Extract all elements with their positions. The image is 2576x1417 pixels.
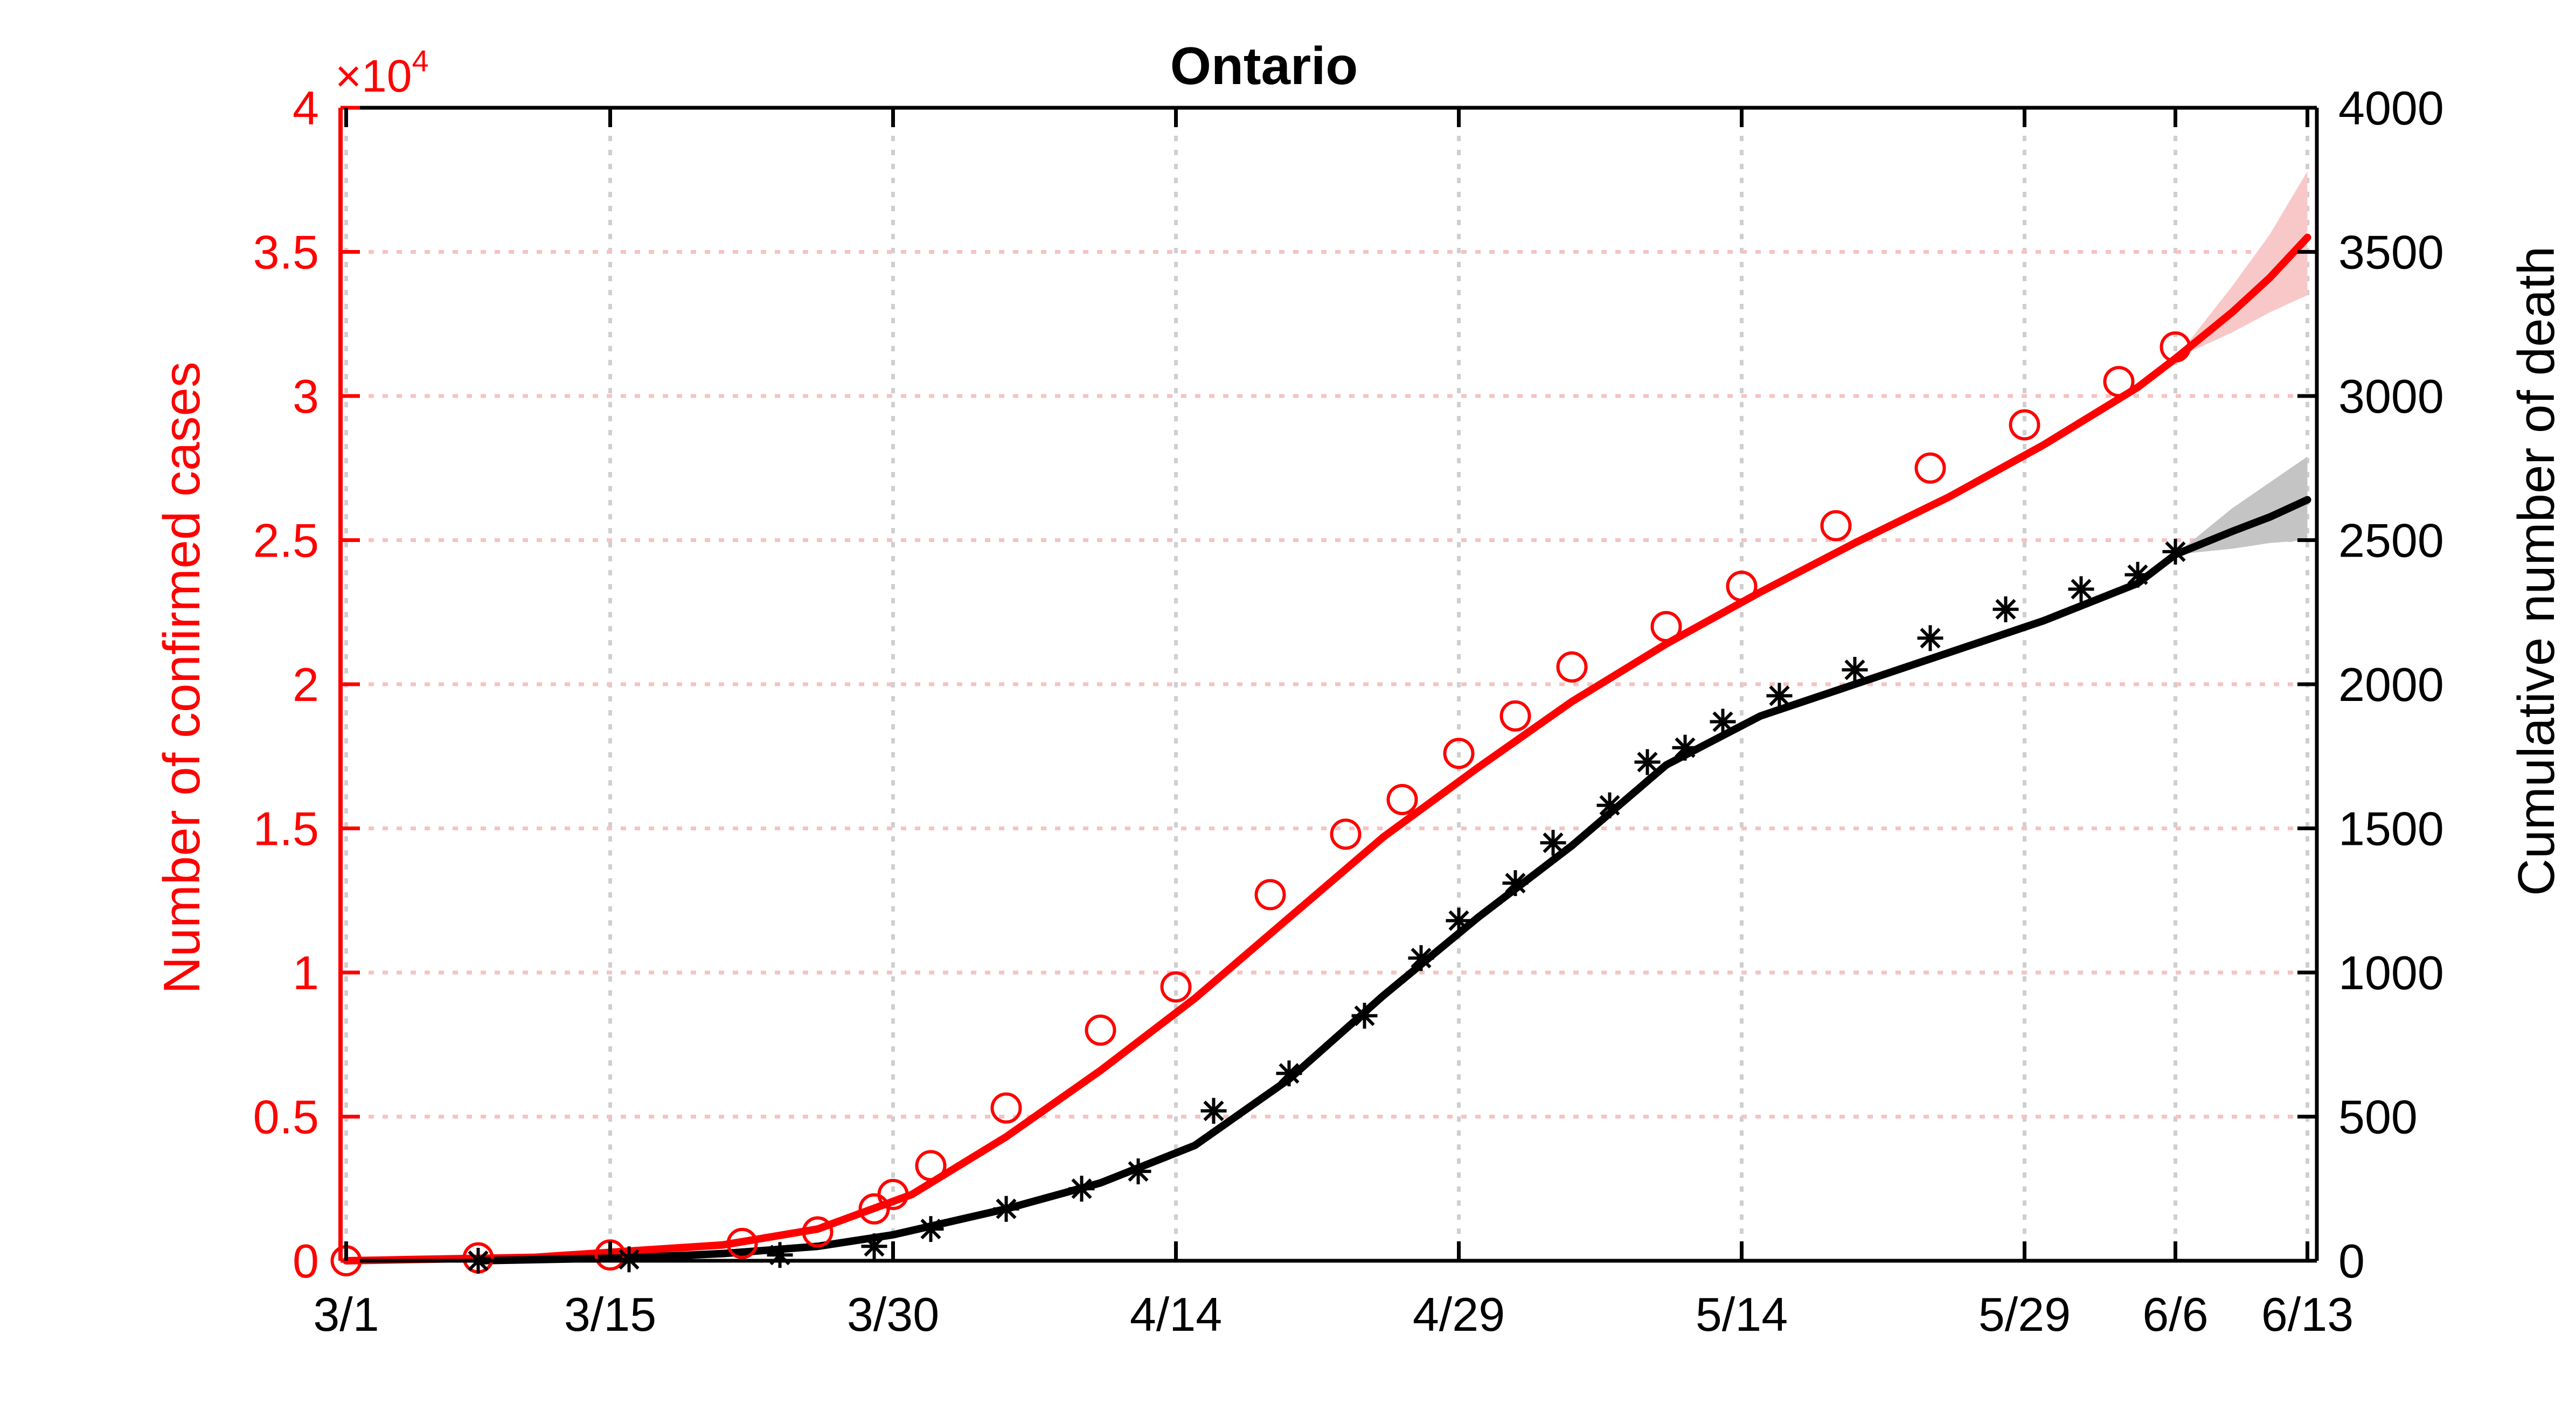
- left-tick-label: 0: [293, 1234, 319, 1288]
- right-tick-label: 2500: [2338, 514, 2444, 567]
- death-data-point: [767, 1242, 793, 1268]
- death-data-point: [1842, 657, 1868, 683]
- right-tick-label: 2000: [2338, 658, 2444, 711]
- x-tick-label: 6/13: [2261, 1288, 2353, 1341]
- death-data-point: [1200, 1098, 1227, 1124]
- death-data-point: [1446, 907, 1472, 934]
- case-data-point: [2160, 331, 2191, 363]
- case-data-point: [1726, 571, 1758, 602]
- x-tick-label: 5/14: [1696, 1288, 1788, 1341]
- death-data-point: [1596, 792, 1623, 818]
- x-tick-label: 3/30: [847, 1288, 939, 1341]
- left-tick-label: 3: [293, 370, 319, 423]
- x-tick-label: 6/6: [2142, 1288, 2208, 1341]
- right-tick-label: 3000: [2338, 370, 2444, 423]
- death-data-point: [918, 1216, 944, 1242]
- x-tick-label: 3/1: [313, 1288, 379, 1341]
- deaths-projection-line: [2171, 496, 2311, 559]
- right-tick-label: 0: [2338, 1234, 2365, 1288]
- right-tick-label: 3500: [2338, 226, 2444, 279]
- death-data-point: [1710, 708, 1736, 735]
- death-data-point: [2124, 561, 2151, 588]
- x-tick-label: 4/29: [1413, 1288, 1505, 1341]
- left-tick-label: 3.5: [253, 226, 319, 279]
- death-data-point: [1408, 945, 1434, 971]
- observed-markers: [330, 331, 2191, 1276]
- death-data-point: [1502, 870, 1529, 897]
- death-data-point: [1766, 683, 1793, 709]
- case-data-point: [877, 1178, 909, 1210]
- case-data-point: [1254, 879, 1286, 911]
- case-data-point: [1820, 510, 1852, 541]
- left-tick-label: 2: [293, 658, 319, 711]
- axes: 0 0.5 1 1.5 2 2.5 3 3.5 4 0 500 1000 1500 2000 2500 300…: [253, 81, 2444, 1341]
- multiplier-base: ×10: [335, 51, 412, 101]
- case-data-point: [726, 1227, 758, 1259]
- case-data-point: [1085, 1015, 1116, 1046]
- case-data-point: [2103, 366, 2135, 398]
- case-data-point: [1160, 971, 1192, 1003]
- death-data-point: [2068, 576, 2094, 602]
- death-data-point: [1634, 749, 1661, 775]
- left-tick-label: 2.5: [253, 514, 319, 567]
- death-data-point: [1672, 734, 1698, 761]
- x-tick-label: 4/14: [1130, 1288, 1222, 1341]
- case-data-point: [1556, 651, 1588, 683]
- death-data-point: [1917, 625, 1943, 651]
- right-axis-label: Cumulative number of death: [2508, 246, 2565, 896]
- x-tick-label: 3/15: [564, 1288, 656, 1341]
- death-data-point: [1992, 596, 2019, 622]
- chart-title: Ontario: [1170, 36, 1358, 95]
- cases-projection-line: [2171, 233, 2311, 363]
- left-tick-label: 1: [293, 946, 319, 999]
- left-tick-label: 1.5: [253, 802, 319, 856]
- left-axis-label: Number of confirmed cases: [153, 362, 211, 994]
- deaths-projection-band: [2175, 456, 2308, 555]
- death-data-point: [1276, 1060, 1302, 1087]
- case-data-point: [1650, 611, 1682, 642]
- multiplier-exponent: 4: [412, 44, 429, 78]
- left-tick-label: 0.5: [253, 1090, 319, 1144]
- x-tick-label: 5/29: [1978, 1288, 2071, 1341]
- left-axis-multiplier: ×104: [335, 44, 429, 101]
- case-data-point: [1330, 818, 1362, 850]
- case-data-point: [990, 1092, 1022, 1124]
- death-data-point: [1068, 1176, 1095, 1202]
- case-data-point: [1914, 452, 1946, 484]
- right-tick-label: 1500: [2338, 802, 2444, 856]
- death-data-point: [1125, 1158, 1151, 1185]
- cases-fitted-line: [342, 355, 2179, 1265]
- case-data-point: [1443, 738, 1475, 769]
- right-tick-label: 500: [2338, 1090, 2418, 1144]
- case-data-point: [2009, 409, 2040, 441]
- death-data-point: [1540, 830, 1566, 856]
- death-data-point: [2162, 538, 2189, 565]
- case-data-point: [802, 1216, 834, 1248]
- case-data-point: [1499, 700, 1531, 732]
- right-tick-label: 1000: [2338, 946, 2444, 999]
- case-data-point: [1386, 784, 1418, 815]
- death-data-point: [861, 1233, 887, 1260]
- case-data-point: [915, 1150, 947, 1182]
- death-data-point: [993, 1196, 1019, 1222]
- left-tick-label: 4: [293, 81, 319, 135]
- death-data-point: [1351, 1003, 1378, 1029]
- right-tick-label: 4000: [2338, 81, 2444, 135]
